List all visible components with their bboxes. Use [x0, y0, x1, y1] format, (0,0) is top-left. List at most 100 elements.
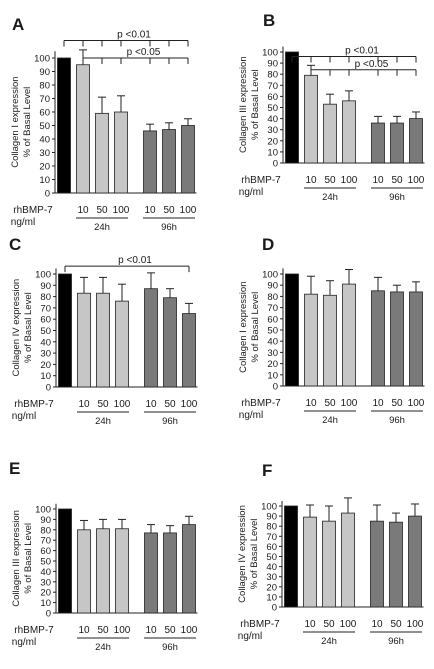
y-tick-label: 30	[40, 349, 51, 360]
bar-control-Basal	[285, 51, 299, 164]
bar-24h-10	[304, 74, 318, 164]
x-axis-label: rhBMP-7	[14, 399, 54, 410]
dose-tick-label: 10	[145, 399, 157, 410]
dose-tick-label: 10	[144, 205, 156, 216]
y-tick-label: 0	[46, 383, 51, 394]
p-value-label: p <0.01	[345, 45, 379, 56]
x-axis-label: rhBMP-7	[241, 398, 281, 409]
dose-tick-label: 100	[408, 175, 425, 186]
group-label: 24h	[322, 415, 338, 426]
dose-tick-label: 50	[164, 399, 176, 410]
dose-tick-label: 100	[180, 205, 197, 216]
y-tick-label: 90	[266, 512, 277, 523]
bar-24h-50	[322, 520, 336, 608]
y-tick-label: 0	[46, 609, 51, 620]
dose-tick-label: 50	[164, 625, 176, 636]
y-tick-label: 50	[267, 326, 278, 337]
dose-tick-label: 10	[78, 399, 90, 410]
y-tick-label: 60	[267, 92, 278, 103]
group-label: 24h	[322, 192, 338, 203]
y-axis-label: Collagen IV expression	[237, 505, 248, 603]
y-tick-label: 90	[39, 67, 50, 78]
y-tick-label: 70	[40, 303, 51, 314]
significance-bracket: p <0.01	[64, 255, 190, 273]
group-label: 96h	[162, 642, 178, 653]
y-tick-label: 40	[39, 135, 50, 146]
dose-tick-label: 50	[324, 175, 336, 186]
y-tick-label: 10	[266, 592, 277, 603]
bar-96h-10	[371, 122, 385, 164]
bar-control-Basal	[58, 508, 72, 614]
y-tick-label: 80	[267, 70, 278, 81]
dose-tick-label: 50	[97, 625, 109, 636]
bar-96h-50	[389, 521, 403, 608]
y-tick-label: 70	[267, 303, 278, 314]
panel-letter: A	[12, 15, 24, 34]
y-axis-label-unit: % of Basal Level	[250, 292, 261, 363]
bar-24h-100	[342, 283, 356, 387]
bar-96h-10	[144, 288, 158, 388]
dose-tick-label: 10	[305, 175, 317, 186]
y-tick-label: 80	[266, 522, 277, 533]
y-tick-label: 40	[266, 562, 277, 573]
group-label: 96h	[162, 416, 178, 427]
y-tick-label: 90	[40, 281, 51, 292]
p-value-label: p <0.01	[118, 255, 152, 266]
y-tick-label: 100	[35, 270, 51, 281]
y-tick-label: 30	[40, 577, 51, 588]
y-tick-label: 40	[40, 337, 51, 348]
y-tick-label: 70	[267, 81, 278, 92]
y-axis-label: Collagen III expression	[238, 56, 249, 153]
group-label: 96h	[389, 192, 405, 203]
y-tick-label: 30	[267, 348, 278, 359]
y-axis-label: Collagen IV expression	[11, 279, 22, 377]
dose-tick-label: 50	[96, 205, 108, 216]
x-axis-label: rhBMP-7	[241, 175, 281, 186]
bar-24h-50	[96, 528, 110, 614]
dose-tick-label: 50	[97, 399, 109, 410]
y-tick-label: 90	[40, 515, 51, 526]
y-tick-label: 60	[39, 108, 50, 119]
dose-tick-label: 50	[323, 619, 335, 630]
y-tick-label: 50	[40, 326, 51, 337]
bar-96h-100	[409, 118, 423, 164]
group-label: 24h	[321, 636, 337, 647]
y-tick-label: 100	[262, 48, 278, 59]
bar-96h-50	[390, 291, 404, 387]
bar-96h-10	[371, 290, 385, 387]
significance-bracket: p <0.01	[291, 45, 417, 63]
x-axis-unit: ng/ml	[239, 187, 263, 198]
panel-letter: C	[9, 235, 21, 254]
y-axis-label-unit: % of Basal Level	[249, 519, 260, 590]
y-axis-label: Collagen III expression	[11, 510, 22, 607]
y-tick-label: 60	[267, 314, 278, 325]
bar-24h-10	[76, 64, 90, 194]
y-tick-label: 20	[266, 582, 277, 593]
y-tick-label: 20	[40, 588, 51, 599]
bar-96h-10	[144, 532, 158, 614]
y-tick-label: 60	[40, 546, 51, 557]
x-axis-unit: ng/ml	[12, 411, 36, 422]
y-axis-label: Collagen I expression	[238, 282, 249, 373]
panel-letter: F	[262, 461, 272, 480]
y-tick-label: 20	[267, 136, 278, 147]
y-tick-label: 50	[40, 557, 51, 568]
y-tick-label: 30	[39, 148, 50, 159]
dose-tick-label: 50	[391, 398, 403, 409]
group-label: 24h	[95, 642, 111, 653]
bar-24h-100	[342, 100, 356, 164]
dose-tick-label: 100	[114, 399, 131, 410]
panel-letter: D	[262, 235, 274, 254]
y-tick-label: 90	[267, 59, 278, 70]
p-value-label: p <0.05	[355, 59, 389, 70]
y-axis-label-unit: % of Basal Level	[250, 69, 261, 140]
dose-tick-label: 100	[340, 619, 357, 630]
significance-bracket: p <0.05	[82, 47, 189, 64]
y-tick-label: 50	[39, 121, 50, 132]
y-axis-title: Collagen I expression% of Basal Level	[238, 282, 261, 373]
x-axis-unit: ng/ml	[239, 410, 263, 421]
